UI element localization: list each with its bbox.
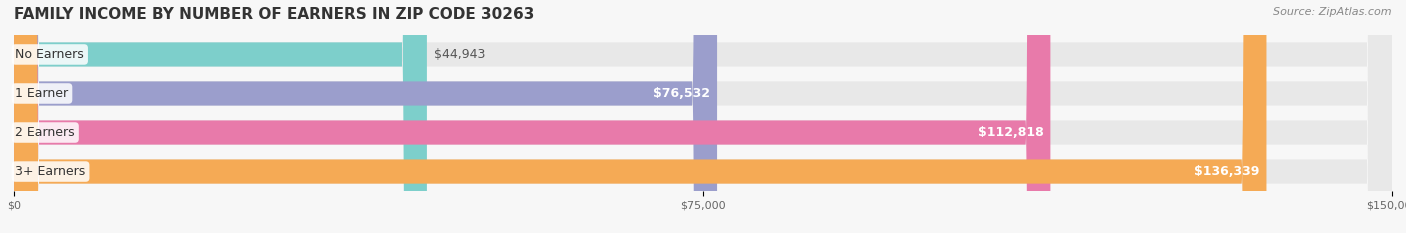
Text: Source: ZipAtlas.com: Source: ZipAtlas.com [1274,7,1392,17]
Text: $76,532: $76,532 [654,87,710,100]
FancyBboxPatch shape [14,0,717,233]
FancyBboxPatch shape [14,0,1392,233]
Text: 2 Earners: 2 Earners [15,126,75,139]
FancyBboxPatch shape [14,0,1392,233]
Text: 3+ Earners: 3+ Earners [15,165,86,178]
Text: 1 Earner: 1 Earner [15,87,69,100]
Text: $136,339: $136,339 [1194,165,1260,178]
FancyBboxPatch shape [14,0,1050,233]
FancyBboxPatch shape [14,0,1392,233]
Text: $112,818: $112,818 [977,126,1043,139]
Text: No Earners: No Earners [15,48,84,61]
FancyBboxPatch shape [14,0,1392,233]
FancyBboxPatch shape [14,0,427,233]
Text: FAMILY INCOME BY NUMBER OF EARNERS IN ZIP CODE 30263: FAMILY INCOME BY NUMBER OF EARNERS IN ZI… [14,7,534,22]
FancyBboxPatch shape [14,0,1267,233]
Text: $44,943: $44,943 [434,48,485,61]
